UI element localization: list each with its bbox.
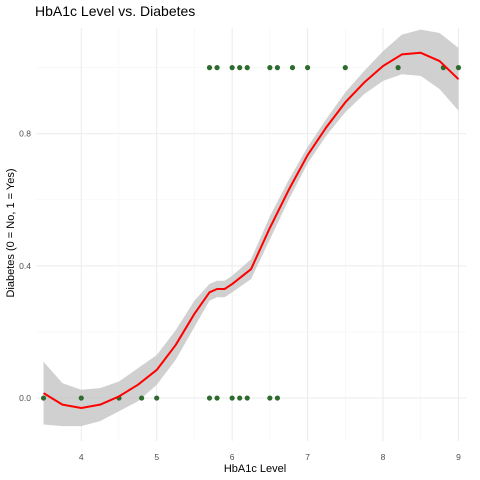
data-point bbox=[207, 65, 212, 70]
smooth-line bbox=[44, 53, 459, 408]
chart-title: HbA1c Level vs. Diabetes bbox=[35, 3, 195, 19]
data-point bbox=[230, 395, 235, 400]
data-point bbox=[207, 395, 212, 400]
confidence-band-layer bbox=[44, 30, 459, 426]
x-tick-label: 4 bbox=[79, 452, 84, 462]
data-point bbox=[41, 395, 46, 400]
y-tick-label: 0.8 bbox=[19, 129, 31, 139]
data-point bbox=[396, 65, 401, 70]
y-tick-label: 0.0 bbox=[19, 393, 31, 403]
data-point bbox=[79, 395, 84, 400]
data-point bbox=[139, 395, 144, 400]
x-axis-title: HbA1c Level bbox=[224, 463, 286, 475]
y-tick-label: 0.4 bbox=[19, 261, 31, 271]
data-point bbox=[267, 65, 272, 70]
grid bbox=[36, 28, 466, 441]
data-point bbox=[245, 395, 250, 400]
data-point bbox=[245, 65, 250, 70]
data-point bbox=[343, 65, 348, 70]
smooth-line-layer bbox=[44, 53, 459, 408]
data-point bbox=[456, 65, 461, 70]
data-point bbox=[237, 65, 242, 70]
points-layer bbox=[41, 65, 461, 401]
x-axis-ticks: 4 5 6 7 8 9 bbox=[79, 452, 461, 462]
data-point bbox=[237, 395, 242, 400]
data-point bbox=[267, 395, 272, 400]
data-point bbox=[230, 65, 235, 70]
data-point bbox=[275, 65, 280, 70]
x-tick-label: 9 bbox=[456, 452, 461, 462]
confidence-band bbox=[44, 30, 459, 426]
data-point bbox=[290, 65, 295, 70]
data-point bbox=[305, 65, 310, 70]
x-tick-label: 5 bbox=[154, 452, 159, 462]
data-point bbox=[214, 395, 219, 400]
x-tick-label: 8 bbox=[381, 452, 386, 462]
data-point bbox=[154, 395, 159, 400]
x-tick-label: 6 bbox=[230, 452, 235, 462]
y-axis-ticks: 0.0 0.4 0.8 bbox=[19, 129, 31, 403]
data-point bbox=[275, 395, 280, 400]
data-point bbox=[214, 65, 219, 70]
x-tick-label: 7 bbox=[305, 452, 310, 462]
y-axis-title: Diabetes (0 = No, 1 = Yes) bbox=[5, 168, 17, 297]
